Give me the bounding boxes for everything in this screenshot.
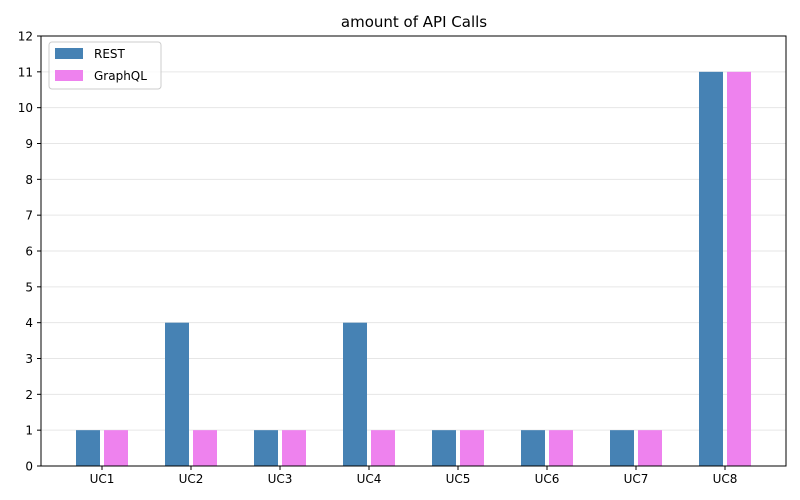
y-tick-label-10: 10 — [18, 101, 33, 115]
legend-swatch-graphql — [55, 70, 83, 81]
x-tick-label-uc8: UC8 — [713, 472, 738, 486]
x-tick-label-uc2: UC2 — [179, 472, 204, 486]
legend: REST GraphQL — [48, 41, 162, 90]
bar-rest-uc4 — [343, 322, 367, 466]
chart-title: amount of API Calls — [341, 13, 487, 31]
x-tick-label-uc5: UC5 — [446, 472, 471, 486]
bar-graphql-uc1 — [104, 430, 128, 466]
bar-rest-uc7 — [610, 430, 634, 466]
bar-graphql-uc7 — [638, 430, 662, 466]
bar-rest-uc3 — [254, 430, 278, 466]
y-tick-label-4: 4 — [25, 316, 33, 330]
y-tick-label-3: 3 — [25, 352, 33, 366]
x-tick-label-uc3: UC3 — [268, 472, 293, 486]
x-tick-label-uc7: UC7 — [624, 472, 649, 486]
y-tick-label-9: 9 — [25, 137, 33, 151]
bar-rest-uc6 — [521, 430, 545, 466]
y-tick-label-11: 11 — [18, 65, 33, 79]
y-tick-label-5: 5 — [25, 280, 33, 294]
bar-rest-uc8 — [699, 71, 723, 466]
bar-rest-uc2 — [165, 322, 189, 466]
y-tick-label-0: 0 — [25, 460, 33, 474]
bar-graphql-uc5 — [460, 430, 484, 466]
x-tick-label-uc1: UC1 — [90, 472, 115, 486]
y-tick-label-12: 12 — [18, 30, 33, 44]
x-axis-ticks: UC1 UC2 UC3 UC4 UC5 UC6 UC7 UC8 — [90, 466, 738, 486]
y-tick-label-2: 2 — [25, 388, 33, 402]
bar-graphql-uc4 — [371, 430, 395, 466]
bars — [76, 71, 751, 466]
bar-graphql-uc2 — [193, 430, 217, 466]
y-tick-label-7: 7 — [25, 209, 33, 223]
legend-swatch-rest — [55, 48, 83, 59]
x-tick-label-uc4: UC4 — [357, 472, 382, 486]
bar-graphql-uc8 — [727, 71, 751, 466]
x-tick-label-uc6: UC6 — [535, 472, 560, 486]
bar-rest-uc1 — [76, 430, 100, 466]
y-tick-label-8: 8 — [25, 173, 33, 187]
y-tick-label-1: 1 — [25, 424, 33, 438]
bar-graphql-uc3 — [282, 430, 306, 466]
legend-label-graphql: GraphQL — [94, 69, 147, 83]
legend-label-rest: REST — [94, 47, 126, 61]
y-tick-label-6: 6 — [25, 245, 33, 259]
bar-graphql-uc6 — [549, 430, 573, 466]
bar-rest-uc5 — [432, 430, 456, 466]
